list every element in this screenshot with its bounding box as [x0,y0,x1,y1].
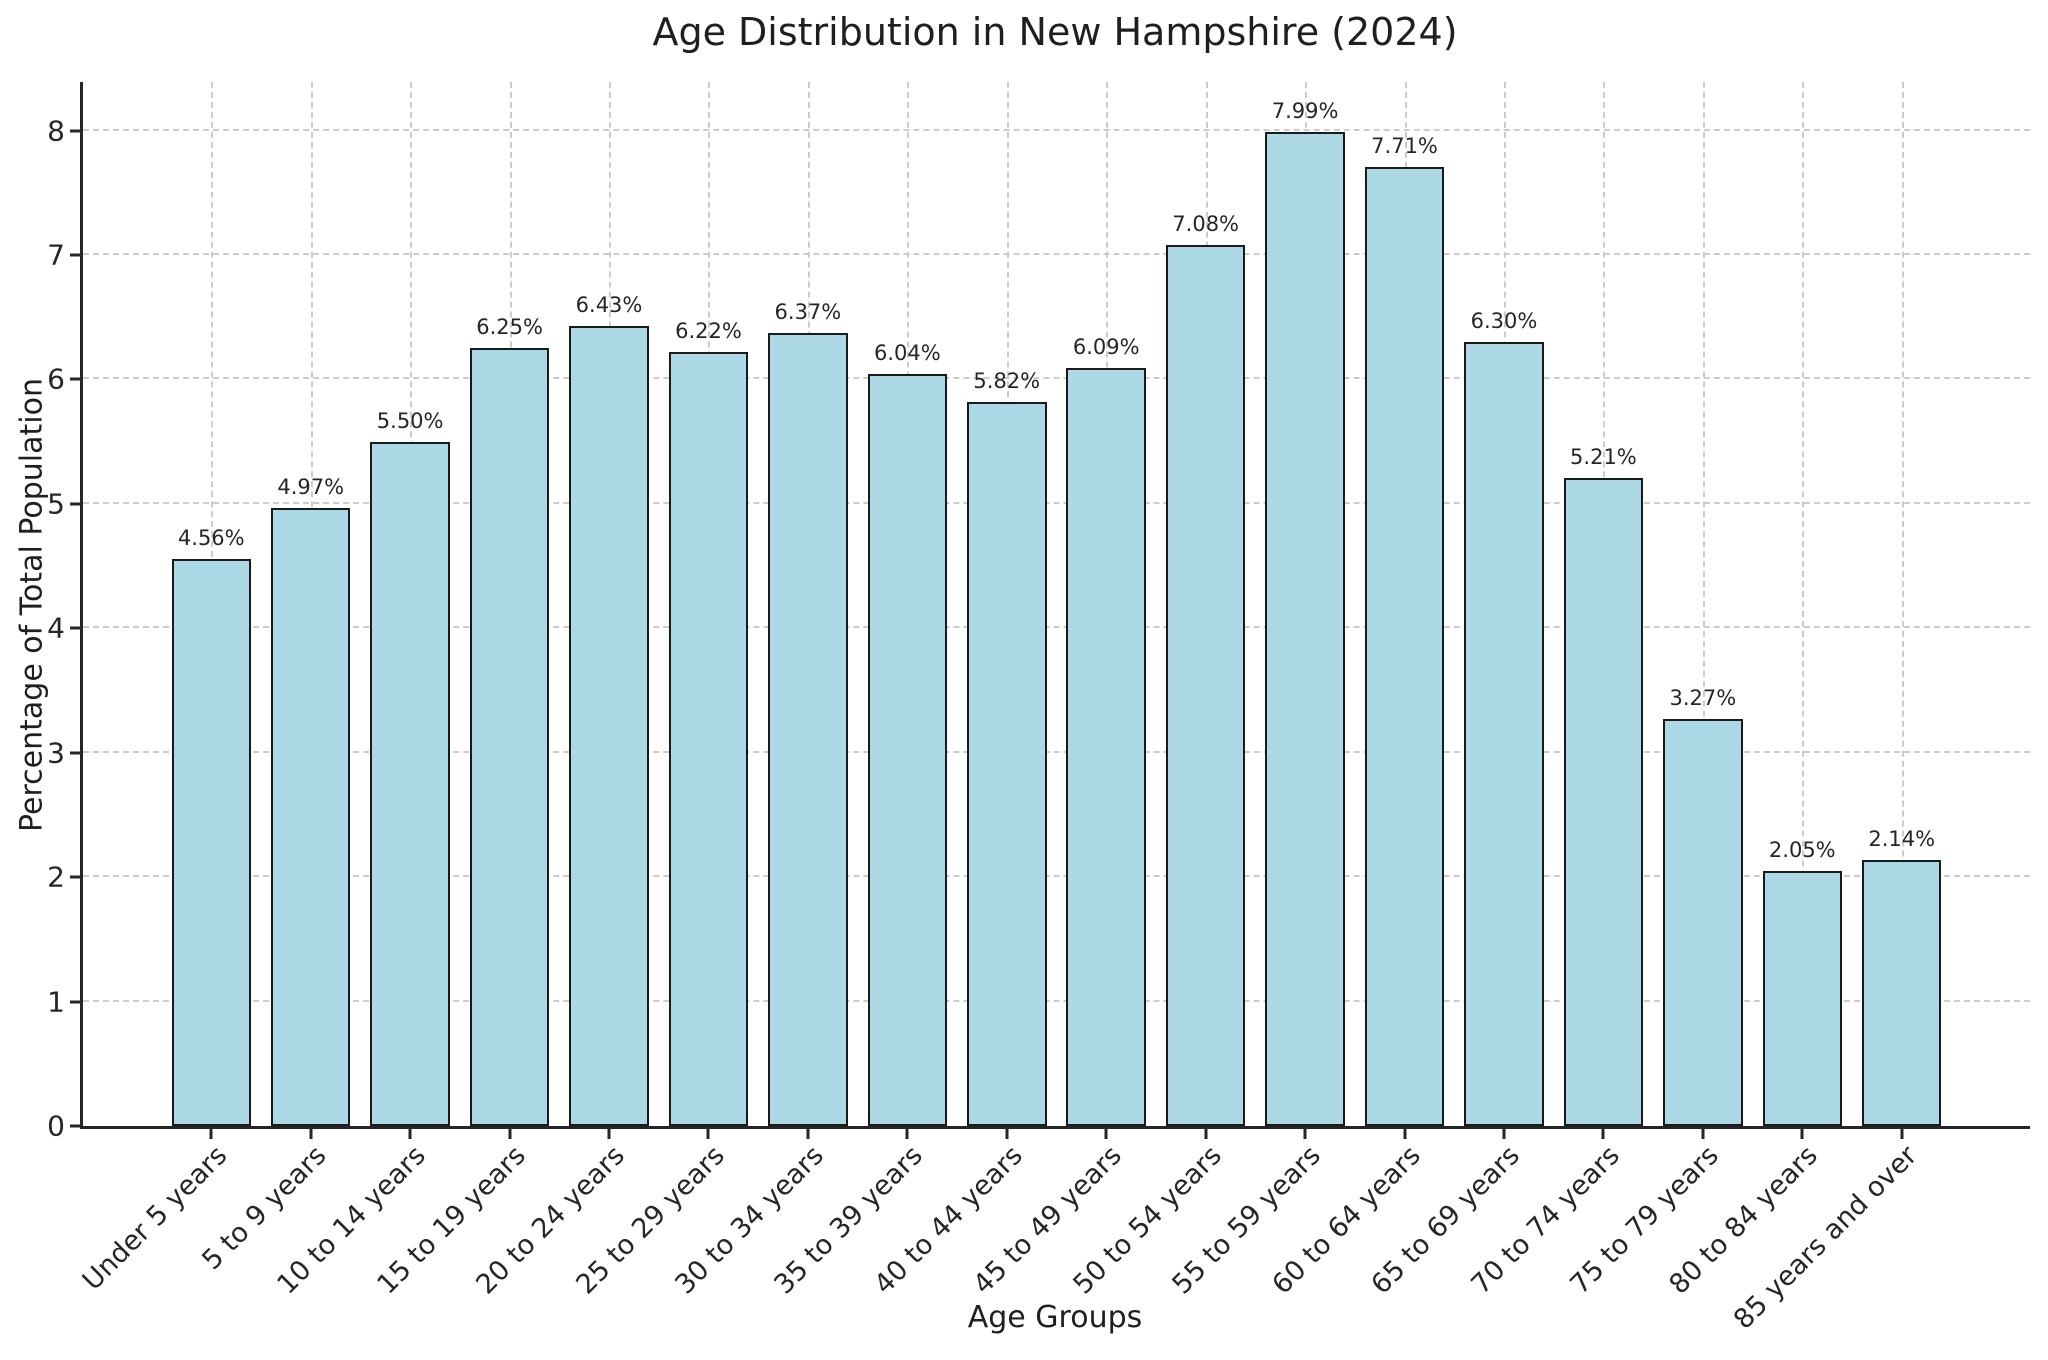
bar-value-label: 6.04% [873,341,941,366]
x-axis-tick [1303,1129,1307,1139]
bar [967,401,1047,1126]
x-axis-tick [1403,1129,1407,1139]
bar [1663,719,1743,1126]
bar [1563,477,1644,1126]
bar-value-label: 4.56% [177,525,245,550]
bar [270,507,351,1126]
x-axis-tick [905,1129,909,1139]
x-axis-tick [309,1129,313,1139]
y-tick-label: 5 [47,487,65,521]
bar [668,352,749,1126]
bar-value-label: 5.21% [1570,444,1637,469]
bar [370,441,450,1126]
bar-value-label: 6.22% [675,319,742,344]
y-axis-tick [70,129,80,133]
bar-value-label: 4.97% [277,474,345,499]
y-tick-label: 2 [47,860,65,894]
y-axis-tick [70,377,80,381]
bar [1364,166,1445,1126]
bar-value-label: 6.30% [1470,309,1538,334]
gridline-vertical [1901,82,1904,1126]
chart-title: Age Distribution in New Hampshire (2024) [652,10,1458,54]
y-axis-tick [70,253,80,257]
bar [1464,342,1544,1126]
bar-value-label: 6.43% [575,292,643,317]
x-axis-tick [1502,1129,1506,1139]
y-tick-label: 7 [47,238,65,272]
y-axis-tick [70,626,80,630]
plot-area: 0 1 2 3 4 5 6 7 8 Under 5 years 4.56% 5 to 9 years 4… [47,82,2030,1335]
x-axis-tick [1701,1129,1705,1139]
gridline-vertical [1802,82,1805,1126]
x-axis-tick [1104,1129,1108,1139]
bar [1165,245,1246,1126]
y-axis-tick [70,751,80,755]
x-axis-tick [607,1129,611,1139]
gridline-horizontal [83,750,2030,753]
y-axis-tick [70,502,80,506]
x-axis-tick [1900,1129,1904,1139]
x-axis-tick [1601,1129,1605,1139]
x-axis-tick [408,1129,412,1139]
bar-value-label: 2.05% [1768,837,1836,862]
bar-value-label: 5.50% [376,408,444,433]
x-tick-label: Under 5 years [76,1140,234,1297]
x-axis-label: Age Groups [967,1300,1143,1335]
bar-value-label: 7.08% [1172,212,1240,237]
x-axis-tick [806,1129,810,1139]
bar [867,374,948,1126]
bar-value-label: 7.71% [1371,133,1438,158]
bar-value-label: 6.37% [774,300,842,325]
bar [569,325,649,1126]
x-axis-tick [508,1129,512,1139]
y-tick-label: 0 [47,1109,65,1143]
y-tick-label: 8 [47,114,65,148]
bar-value-label: 2.14% [1868,826,1936,851]
bar [1066,368,1146,1126]
bar-value-label: 7.99% [1271,98,1339,123]
y-tick-label: 6 [47,362,65,396]
y-axis-label: Percentage of Total Population [14,378,50,832]
gridline-horizontal [83,999,2030,1002]
gridline-horizontal [83,252,2030,255]
gridline-horizontal [83,626,2030,629]
bar [1265,131,1345,1126]
y-axis-tick [70,875,80,879]
x-axis-tick [1005,1129,1009,1139]
gridline-horizontal [83,875,2030,878]
y-tick-label: 3 [47,736,65,770]
x-axis-tick [1800,1129,1804,1139]
y-axis-tick [70,1124,80,1128]
x-axis-tick [1204,1129,1208,1139]
gridline-horizontal [83,128,2030,131]
bar [768,333,848,1126]
gridline-horizontal [83,501,2030,504]
bar-value-label: 5.82% [973,368,1041,393]
bar-value-label: 6.25% [476,315,543,340]
gridline-vertical [1702,82,1705,1126]
bar [469,348,550,1126]
bar [171,558,252,1126]
bar [1861,859,1942,1126]
bar-value-label: 3.27% [1669,686,1737,711]
x-axis-tick [706,1129,710,1139]
bar [1762,870,1843,1126]
x-axis-tick [209,1129,213,1139]
bar-value-label: 6.09% [1072,335,1140,360]
gridline-horizontal [83,377,2030,380]
y-tick-label: 4 [47,611,65,645]
y-tick-label: 1 [47,985,65,1019]
y-axis-tick [70,1000,80,1004]
